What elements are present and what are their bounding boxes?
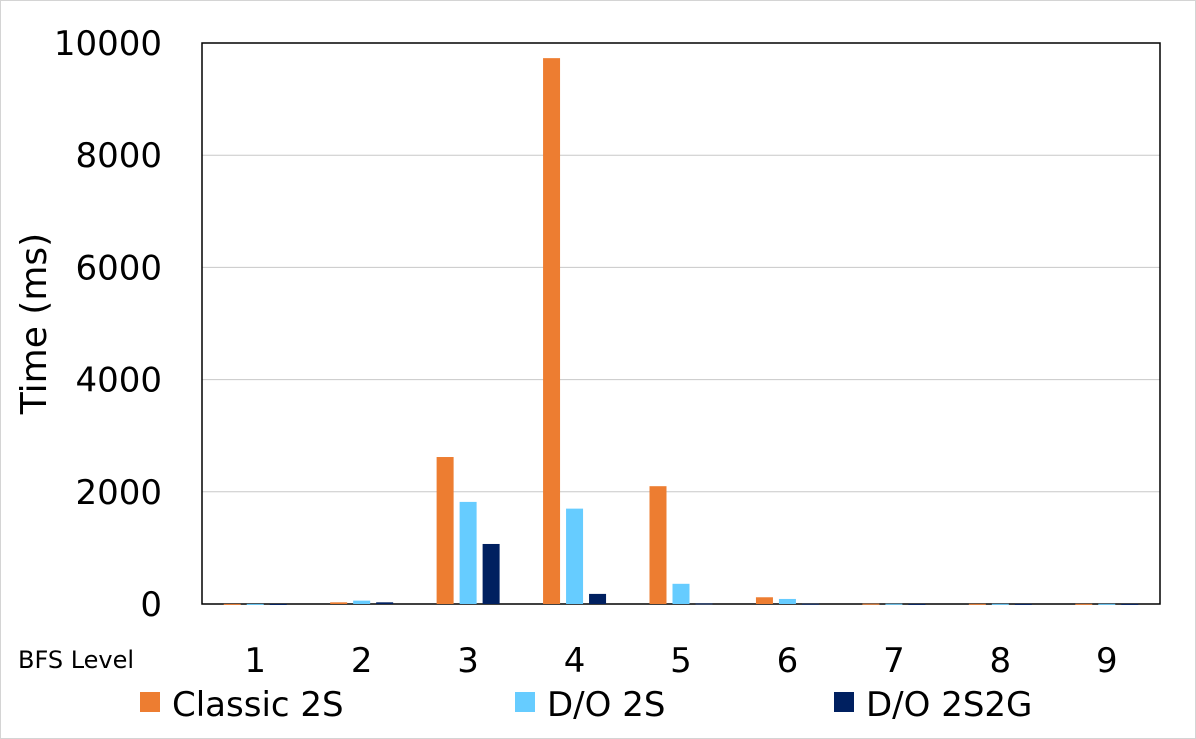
x-tick-label: 9 — [1096, 641, 1118, 681]
x-tick-label: 5 — [670, 641, 692, 681]
x-tick-label: 4 — [564, 641, 586, 681]
bar — [801, 603, 819, 605]
x-tick-label: 1 — [244, 641, 266, 681]
x-tick-label: 2 — [351, 641, 373, 681]
bar — [885, 603, 903, 605]
bar — [269, 603, 287, 605]
bar — [566, 508, 584, 604]
y-tick-labels: 0 2000 4000 6000 8000 10000 — [54, 24, 162, 625]
y-tick-label: 6000 — [75, 248, 162, 288]
y-tick-label: 4000 — [75, 361, 162, 401]
bar — [353, 600, 371, 604]
bar — [968, 603, 986, 605]
bar — [908, 603, 926, 605]
y-axis-label: Time (ms) — [14, 233, 55, 415]
x-tick-label: 7 — [883, 641, 905, 681]
y-tick-label: 10000 — [54, 24, 162, 64]
bar — [1098, 603, 1116, 605]
x-tick-label: 6 — [777, 641, 799, 681]
y-tick-label: 8000 — [75, 136, 162, 176]
legend: Classic 2S D/O 2S D/O 2S2G — [140, 685, 1032, 725]
bars — [223, 58, 1139, 605]
y-tick-label: 2000 — [75, 473, 162, 513]
bar — [482, 543, 500, 604]
bar — [695, 603, 713, 605]
bar — [991, 603, 1009, 605]
bar — [1075, 603, 1093, 605]
bar — [672, 583, 690, 604]
legend-label: D/O 2S2G — [866, 685, 1032, 725]
category-axis-title: BFS Level — [18, 646, 134, 674]
legend-swatch — [515, 692, 535, 712]
bar — [330, 602, 348, 604]
x-tick-label: 3 — [457, 641, 479, 681]
bar — [1014, 603, 1032, 605]
bar — [649, 486, 667, 604]
bar — [1121, 603, 1139, 605]
bar — [778, 598, 796, 604]
legend-label: Classic 2S — [172, 685, 344, 725]
legend-swatch — [140, 692, 160, 712]
bar — [246, 603, 264, 605]
legend-label: D/O 2S — [547, 685, 665, 725]
bar — [436, 457, 454, 604]
plot-area-border — [201, 42, 1161, 605]
bar — [755, 597, 773, 604]
bar — [543, 58, 561, 605]
y-tick-label: 0 — [140, 585, 162, 625]
x-tick-label: 8 — [990, 641, 1012, 681]
legend-swatch — [834, 692, 854, 712]
gridlines — [202, 154, 1160, 493]
bar — [376, 602, 394, 604]
bar — [223, 603, 241, 605]
x-tick-labels: 1 2 3 4 5 6 7 8 9 — [244, 641, 1117, 681]
bar — [862, 603, 880, 605]
bar — [459, 501, 477, 604]
bar — [589, 593, 607, 604]
